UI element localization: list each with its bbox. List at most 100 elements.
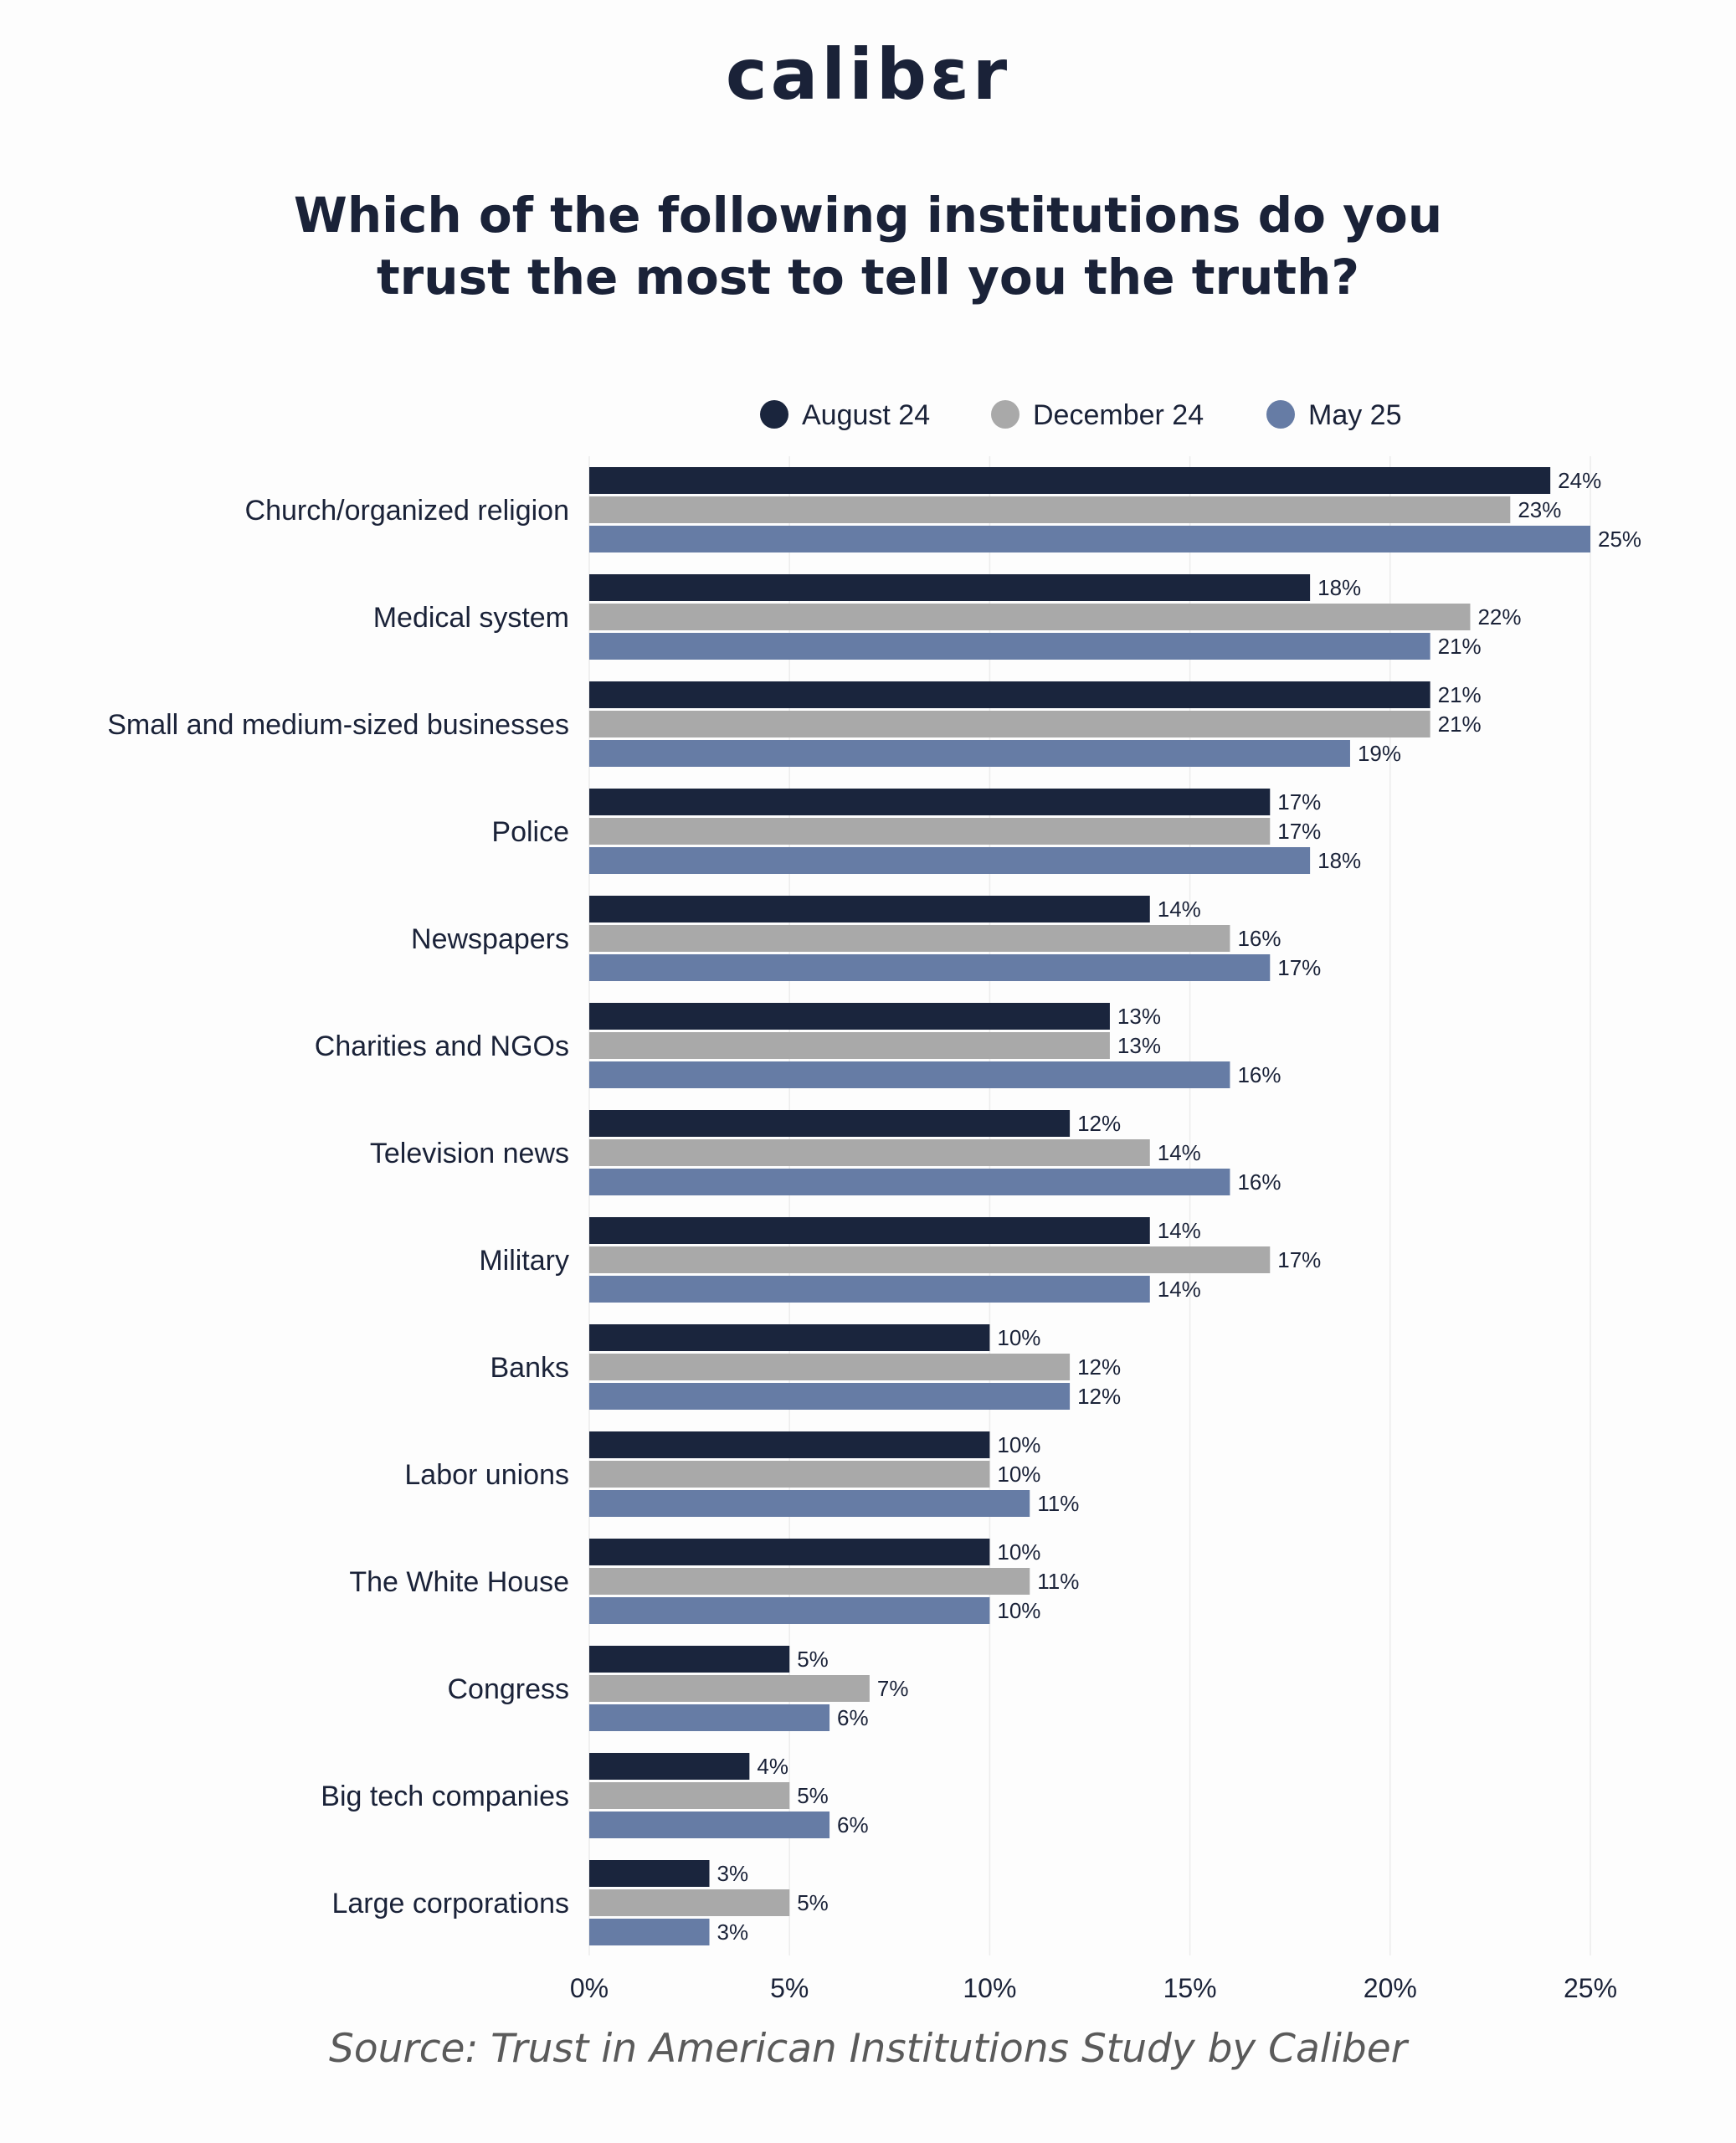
bar — [589, 1061, 1230, 1088]
x-tick-label: 20% — [1364, 1973, 1417, 2003]
x-tick-label: 15% — [1163, 1973, 1217, 2003]
bar — [589, 789, 1271, 815]
x-tick-label: 10% — [963, 1973, 1016, 2003]
data-label: 13% — [1117, 1004, 1161, 1029]
source-note: Source: Trust in American Institutions S… — [329, 2026, 1407, 2072]
data-label: 11% — [1037, 1569, 1079, 1594]
bar — [589, 1461, 990, 1488]
legend-swatch — [991, 400, 1020, 429]
category-label: Small and medium-sized businesses — [107, 709, 569, 741]
category-label: Banks — [490, 1352, 570, 1384]
data-label: 5% — [797, 1890, 829, 1915]
data-label: 10% — [997, 1325, 1040, 1350]
bar — [589, 1753, 750, 1780]
category-label: Television news — [370, 1138, 569, 1169]
data-label: 3% — [717, 1919, 749, 1945]
bar — [589, 1490, 1030, 1517]
bar — [589, 604, 1471, 630]
data-label: 16% — [1237, 1169, 1281, 1195]
data-label: 14% — [1158, 1277, 1201, 1302]
bar — [589, 681, 1430, 708]
data-label: 25% — [1598, 527, 1641, 552]
data-label: 10% — [997, 1432, 1040, 1457]
data-label: 21% — [1438, 712, 1482, 737]
bar — [589, 847, 1311, 874]
data-label: 18% — [1317, 575, 1361, 600]
bar — [589, 896, 1150, 922]
bar — [589, 1568, 1030, 1595]
bar — [589, 1431, 990, 1458]
legend-label: August 24 — [802, 399, 930, 431]
data-label: 10% — [997, 1462, 1040, 1487]
bar — [589, 954, 1271, 981]
bar — [589, 1782, 790, 1809]
data-label: 12% — [1077, 1354, 1121, 1380]
bar — [589, 1139, 1150, 1166]
data-label: 7% — [877, 1676, 909, 1701]
chart-title-line-1: Which of the following institutions do y… — [293, 187, 1443, 244]
data-label: 14% — [1158, 1218, 1201, 1243]
category-label: Newspapers — [411, 923, 569, 955]
bar — [589, 1383, 1071, 1410]
bar — [589, 711, 1430, 737]
bar — [589, 467, 1551, 494]
bar — [589, 818, 1271, 845]
bar — [589, 1597, 990, 1624]
bar — [589, 740, 1350, 767]
caliber-logo: calibɛr — [725, 33, 1011, 116]
bar — [589, 1354, 1071, 1380]
bar — [589, 1003, 1110, 1030]
data-label: 10% — [997, 1598, 1040, 1623]
category-label: Charities and NGOs — [315, 1030, 569, 1062]
data-label: 12% — [1077, 1111, 1121, 1136]
data-label: 6% — [837, 1812, 869, 1837]
bar — [589, 1169, 1230, 1195]
data-label: 21% — [1438, 634, 1482, 659]
bar — [589, 1675, 870, 1702]
bar — [589, 526, 1590, 552]
bar — [589, 1860, 710, 1887]
chart-title-line-2: trust the most to tell you the truth? — [376, 249, 1360, 306]
data-label: 22% — [1477, 604, 1521, 630]
bar — [589, 1539, 990, 1565]
category-label: Police — [491, 816, 569, 848]
bar — [589, 574, 1311, 601]
category-label: Church/organized religion — [245, 495, 569, 527]
bar — [589, 496, 1511, 523]
x-tick-label: 0% — [570, 1973, 609, 2003]
category-label: Labor unions — [404, 1459, 569, 1491]
data-label: 14% — [1158, 1140, 1201, 1165]
bar — [589, 1646, 790, 1673]
x-tick-label: 5% — [770, 1973, 809, 2003]
category-label: Medical system — [373, 602, 569, 634]
legend-swatch — [760, 400, 788, 429]
category-label: Large corporations — [331, 1888, 569, 1919]
data-label: 14% — [1158, 897, 1201, 922]
bar — [589, 1217, 1150, 1244]
bar — [589, 1889, 790, 1916]
bar — [589, 1704, 830, 1731]
bar — [589, 1246, 1271, 1273]
data-label: 16% — [1237, 926, 1281, 951]
data-label: 24% — [1558, 468, 1601, 493]
bar — [589, 925, 1230, 952]
category-label: The White House — [349, 1566, 569, 1598]
data-label: 3% — [717, 1861, 749, 1886]
bar — [589, 633, 1430, 660]
data-label: 13% — [1117, 1033, 1161, 1058]
data-label: 5% — [797, 1783, 829, 1808]
data-label: 23% — [1518, 497, 1561, 522]
bar — [589, 1276, 1150, 1303]
chart-title: Which of the following institutions do y… — [198, 184, 1538, 308]
bar — [589, 1919, 710, 1945]
data-label: 11% — [1037, 1491, 1079, 1516]
legend-swatch — [1266, 400, 1295, 429]
legend-label: May 25 — [1308, 399, 1402, 431]
bar — [589, 1812, 830, 1838]
data-label: 4% — [757, 1754, 788, 1779]
data-label: 5% — [797, 1647, 829, 1672]
data-label: 17% — [1277, 819, 1321, 844]
data-label: 17% — [1277, 1247, 1321, 1272]
category-label: Big tech companies — [321, 1781, 569, 1812]
category-label: Military — [479, 1245, 569, 1277]
